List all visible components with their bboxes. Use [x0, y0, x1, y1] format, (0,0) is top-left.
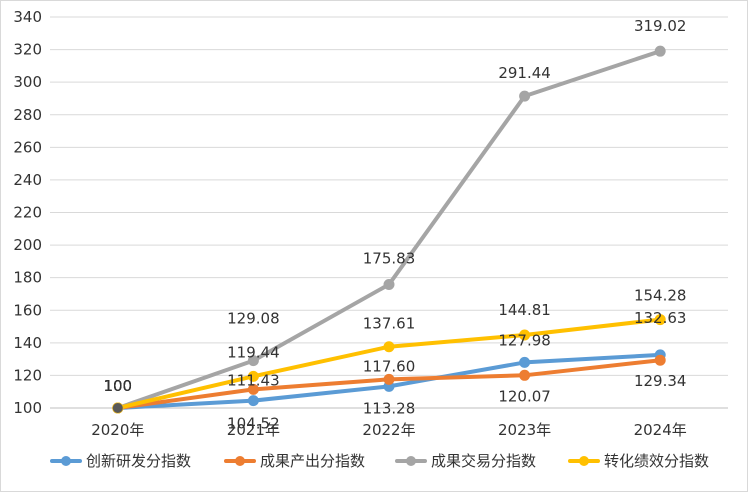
series-4-data-label: 154.28 [634, 287, 687, 305]
series-3-point [247, 355, 259, 367]
legend: 创新研发分指数 成果产出分指数 成果交易分指数 转化绩效分指数 [50, 452, 709, 470]
y-tick-label: 120 [13, 366, 42, 384]
x-tick-label: 2023年 [498, 421, 551, 439]
y-tick-label: 100 [13, 399, 42, 417]
series-1-data-label: 113.28 [363, 399, 416, 417]
y-tick-label: 240 [13, 171, 42, 189]
series-1-data-label: 132.63 [634, 309, 687, 327]
series-3-point [519, 90, 531, 102]
legend-item-series-2: 成果产出分指数 [224, 452, 365, 470]
axes: 100 120 140 160 180 200 220 240 260 280 300 320 340 2… [13, 8, 728, 439]
gridlines [50, 16, 728, 376]
series-3-data-label: 319.02 [634, 17, 687, 35]
series-lines [115, 49, 663, 410]
series-1-data-label: 104.52 [227, 415, 280, 433]
legend-label: 转化绩效分指数 [604, 452, 709, 470]
series-1-point [247, 395, 259, 407]
legend-item-series-4: 转化绩效分指数 [568, 452, 709, 470]
y-tick-label: 220 [13, 204, 42, 222]
y-tick-label: 320 [13, 41, 42, 59]
series-1-data-label: 127.98 [498, 331, 551, 349]
series-markers [112, 45, 666, 414]
series-3-data-label: 175.83 [363, 249, 416, 267]
y-tick-label: 200 [13, 236, 42, 254]
y-tick-label: 260 [13, 138, 42, 156]
legend-swatch-marker [406, 456, 416, 466]
series-2-point [519, 369, 531, 381]
legend-item-series-3: 成果交易分指数 [395, 452, 536, 470]
legend-label: 成果交易分指数 [431, 452, 536, 470]
series-4-point [519, 329, 531, 341]
series-2-data-label: 111.43 [227, 371, 280, 389]
series-3-data-label: 129.08 [227, 310, 280, 328]
series-3-point [383, 278, 395, 290]
series-2-data-label: 100 [103, 377, 132, 395]
legend-label: 成果产出分指数 [260, 452, 365, 470]
legend-swatch-marker [579, 456, 589, 466]
series-4-data-label: 100 [103, 377, 132, 395]
series-3-line [115, 49, 663, 410]
x-tick-label: 2020年 [91, 421, 144, 439]
y-tick-label: 280 [13, 106, 42, 124]
series-2-point [247, 383, 259, 395]
series-3-point [654, 45, 666, 57]
series-3-data-label: 100 [103, 377, 132, 395]
series-2-point [383, 373, 395, 385]
series-2-data-label: 129.34 [634, 372, 687, 390]
series-1-point [519, 356, 531, 368]
series-4-point [247, 370, 259, 382]
legend-label: 创新研发分指数 [86, 452, 191, 470]
series-4-data-label: 144.81 [498, 301, 551, 319]
legend-item-series-1: 创新研发分指数 [50, 452, 191, 470]
legend-swatch-marker [61, 456, 71, 466]
y-tick-label: 160 [13, 301, 42, 319]
series-4-point [383, 341, 395, 353]
origin-point [112, 403, 123, 413]
legend-swatch-marker [235, 456, 245, 466]
series-4-point [654, 314, 666, 326]
series-4-data-label: 137.61 [363, 315, 416, 333]
y-tick-label: 180 [13, 269, 42, 287]
series-4-data-label: 119.44 [227, 343, 280, 361]
series-1-data-label: 100 [103, 377, 132, 395]
series-3-data-label: 291.44 [498, 64, 551, 82]
series-2-data-label: 117.60 [363, 357, 416, 375]
y-tick-label: 300 [13, 73, 42, 91]
x-tick-label: 2021年 [227, 421, 280, 439]
y-tick-label: 340 [13, 8, 42, 26]
x-tick-label: 2024年 [634, 421, 687, 439]
x-tick-label: 2022年 [362, 421, 415, 439]
series-2-data-label: 120.07 [498, 387, 551, 405]
series-2-point [654, 354, 666, 366]
y-tick-label: 140 [13, 334, 42, 352]
